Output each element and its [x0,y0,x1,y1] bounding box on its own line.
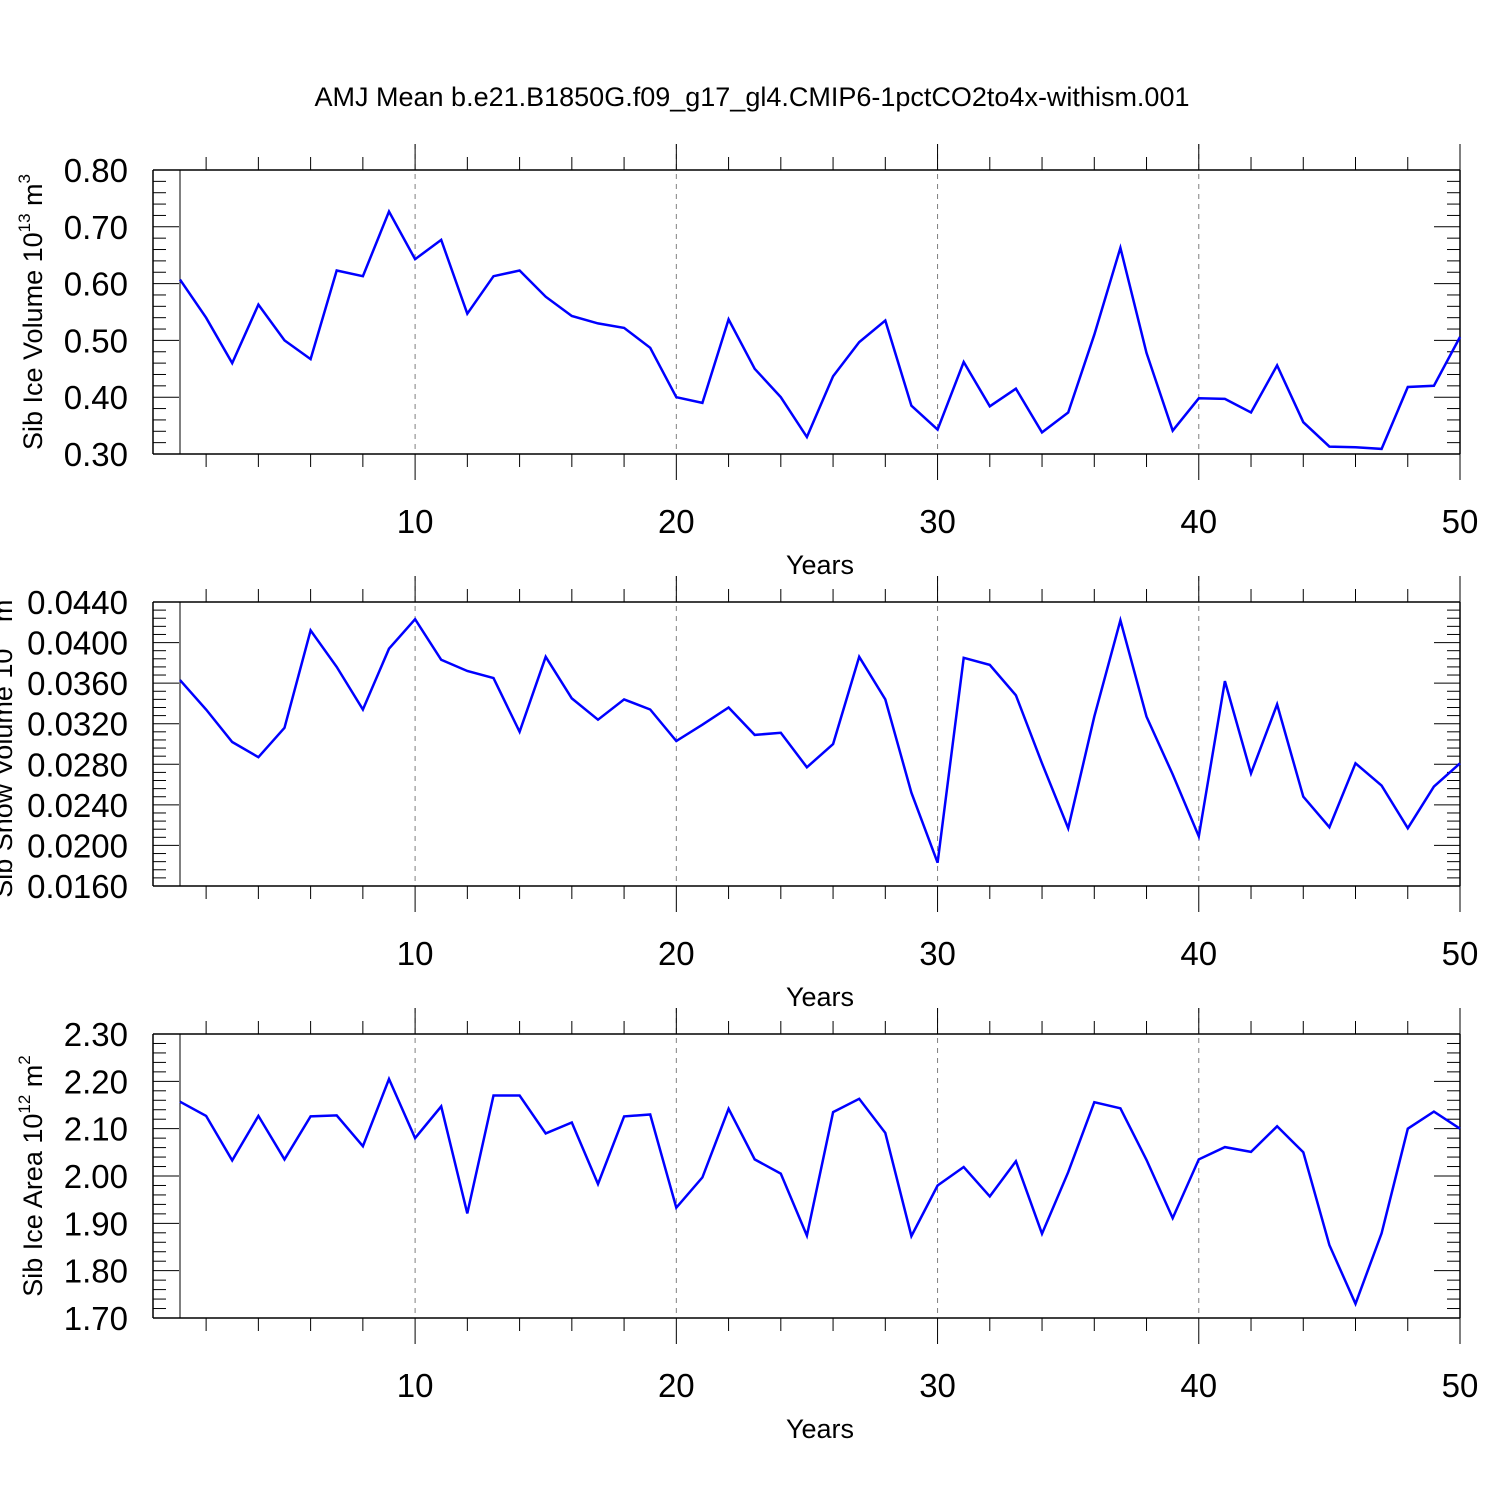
series-line [178,208,1462,451]
panel-ice-area: Years Sib Ice Area 1012 m2 10 20 30 40 50 1.7… [15,1008,1478,1444]
x-tick-label: 20 [658,503,695,540]
y-tick-label: 0.30 [64,436,128,473]
x-tick-label: 30 [919,1367,956,1404]
series-line [179,1075,1461,1308]
x-axis-label: Years [786,550,854,580]
y-tick-label: 0.0320 [27,706,128,743]
y-tick-label: 0.70 [64,209,128,246]
x-tick-label: 50 [1442,1367,1479,1404]
x-tick-label: 40 [1180,935,1217,972]
y-axis-label: Sib Ice Volume 1013 m3 [15,174,48,450]
y-tick-label: 0.50 [64,322,128,359]
y-tick-label: 1.90 [64,1205,128,1242]
y-tick-label: 0.0240 [27,787,128,824]
y-tick-label: 2.00 [64,1158,128,1195]
y-tick-label: 0.0280 [27,746,128,783]
y-tick-label: 2.30 [64,1016,128,1053]
y-tick-label: 0.0400 [27,625,128,662]
y-tick-label: 2.20 [64,1063,128,1100]
y-tick-label: 0.40 [64,379,128,416]
panel-snow-volume: Years Sib Snow Volume 1013 m3 10 20 30 40 50… [0,576,1478,1012]
y-tick-label: 1.80 [64,1253,128,1290]
x-tick-label: 30 [919,503,956,540]
series-line [179,615,1461,864]
y-tick-label: 2.10 [64,1111,128,1148]
y-tick-label: 0.60 [64,266,128,303]
y-tick-label: 0.0200 [27,827,128,864]
y-axis-label: Sib Snow Volume 1013 m3 [0,590,18,898]
x-tick-label: 50 [1442,935,1479,972]
y-tick-label: 0.0440 [27,584,128,621]
x-tick-label: 40 [1180,503,1217,540]
chart-title: AMJ Mean b.e21.B1850G.f09_g17_gl4.CMIP6-… [315,82,1190,112]
x-tick-label: 20 [658,1367,695,1404]
x-tick-label: 50 [1442,503,1479,540]
panel-ice-volume: Years Sib Ice Volume 1013 m3 10 20 30 40 50 0… [15,144,1478,580]
y-tick-label: 0.80 [64,152,128,189]
x-tick-label: 10 [397,503,434,540]
y-tick-label: 0.0360 [27,665,128,702]
x-tick-label: 40 [1180,1367,1217,1404]
x-axis-label: Years [786,982,854,1012]
x-tick-label: 20 [658,935,695,972]
x-tick-label: 10 [397,1367,434,1404]
y-tick-label: 0.0160 [27,868,128,905]
x-tick-label: 10 [397,935,434,972]
x-axis-label: Years [786,1414,854,1444]
x-tick-label: 30 [919,935,956,972]
y-tick-label: 1.70 [64,1300,128,1337]
y-axis-label: Sib Ice Area 1012 m2 [15,1055,48,1297]
